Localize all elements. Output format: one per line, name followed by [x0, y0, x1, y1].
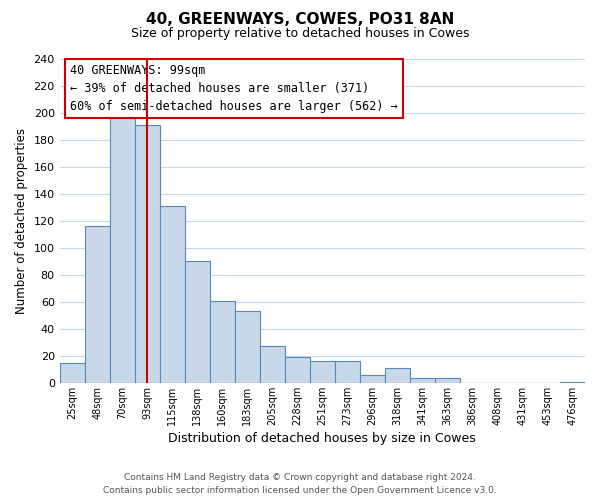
Bar [560, 382, 585, 383]
Bar [135, 125, 160, 383]
Bar [410, 378, 435, 383]
Text: Size of property relative to detached houses in Cowes: Size of property relative to detached ho… [131, 28, 469, 40]
Bar [435, 378, 460, 383]
Bar [85, 226, 110, 383]
Bar [59, 362, 85, 383]
Text: 40, GREENWAYS, COWES, PO31 8AN: 40, GREENWAYS, COWES, PO31 8AN [146, 12, 454, 28]
Bar [285, 358, 310, 383]
Bar [335, 362, 360, 383]
Bar [235, 312, 260, 383]
Bar [210, 300, 235, 383]
Text: Contains HM Land Registry data © Crown copyright and database right 2024.
Contai: Contains HM Land Registry data © Crown c… [103, 473, 497, 495]
Bar [310, 362, 335, 383]
Text: 40 GREENWAYS: 99sqm
← 39% of detached houses are smaller (371)
60% of semi-detac: 40 GREENWAYS: 99sqm ← 39% of detached ho… [70, 64, 398, 113]
Bar [110, 116, 135, 383]
Bar [260, 346, 285, 383]
Bar [185, 262, 210, 383]
Bar [160, 206, 185, 383]
Y-axis label: Number of detached properties: Number of detached properties [15, 128, 28, 314]
Bar [385, 368, 410, 383]
Bar [360, 375, 385, 383]
X-axis label: Distribution of detached houses by size in Cowes: Distribution of detached houses by size … [169, 432, 476, 445]
